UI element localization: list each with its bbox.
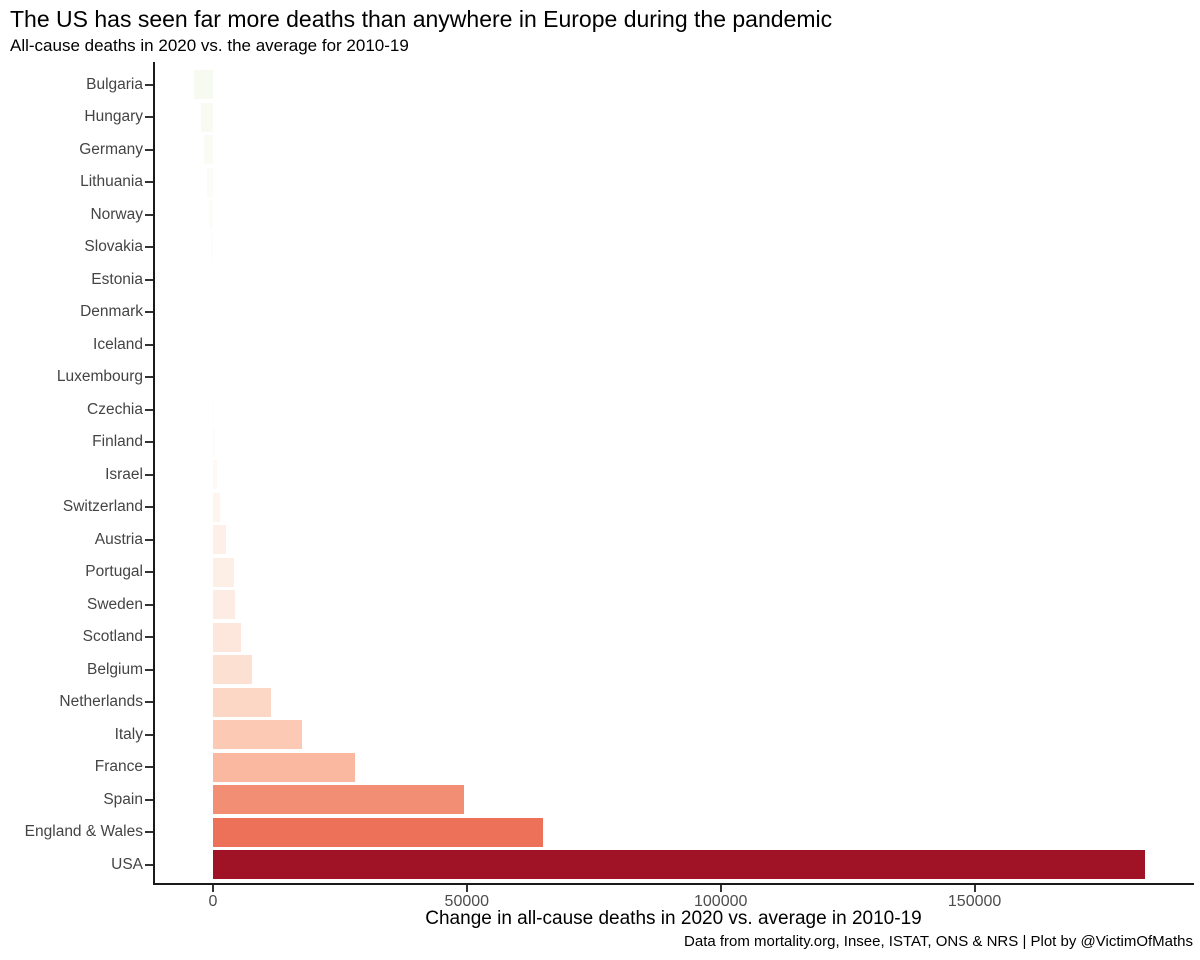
y-tick xyxy=(145,538,153,541)
y-axis-label: Scotland xyxy=(82,628,143,645)
y-axis-label: Switzerland xyxy=(62,498,143,515)
bar-denmark xyxy=(212,297,214,327)
bar-austria xyxy=(212,525,226,554)
y-axis-label: England & Wales xyxy=(24,823,143,840)
x-tick-label: 0 xyxy=(208,893,218,910)
y-tick xyxy=(145,148,153,151)
x-tick-label: 150000 xyxy=(947,893,1002,910)
y-axis-label: France xyxy=(94,758,143,775)
y-axis-label: Norway xyxy=(90,205,143,223)
y-axis-label: Italy xyxy=(114,725,143,743)
y-tick xyxy=(145,376,153,378)
x-tick-label: 50000 xyxy=(444,893,490,910)
bar-belgium xyxy=(212,655,252,684)
y-axis-label: Netherlands xyxy=(59,693,143,710)
x-tick xyxy=(211,885,214,892)
y-axis-label: Austria xyxy=(94,530,143,548)
bar-iceland xyxy=(212,330,214,359)
y-axis-label: Belgium xyxy=(87,660,143,678)
chart-title: The US has seen far more deaths than any… xyxy=(10,6,833,32)
y-tick xyxy=(145,571,153,573)
y-axis-label: Estonia xyxy=(91,270,143,288)
bar-slovakia xyxy=(210,232,213,262)
bar-luxembourg xyxy=(212,362,214,392)
y-tick xyxy=(145,766,153,768)
y-tick xyxy=(145,701,153,703)
chart-subtitle: All-cause deaths in 2020 vs. the average… xyxy=(10,36,409,55)
bar-germany xyxy=(203,135,213,164)
y-tick xyxy=(145,863,153,866)
bar-estonia xyxy=(211,265,213,294)
y-axis-label: Iceland xyxy=(93,335,143,353)
bar-lithuania xyxy=(207,167,213,197)
bar-scotland xyxy=(212,622,241,652)
chart-caption: Data from mortality.org, Insee, ISTAT, O… xyxy=(684,933,1193,950)
y-axis-label: Denmark xyxy=(80,303,143,320)
bar-finland xyxy=(212,427,216,457)
x-axis-title: Change in all-cause deaths in 2020 vs. a… xyxy=(425,908,922,929)
y-axis-label: Sweden xyxy=(86,595,143,613)
y-axis-label: Bulgaria xyxy=(86,75,143,93)
y-tick xyxy=(145,831,153,833)
x-tick xyxy=(719,885,722,892)
y-axis-label: USA xyxy=(111,855,143,873)
y-axis-label: Spain xyxy=(103,790,143,808)
bar-israel xyxy=(212,460,218,489)
y-axis-label: Hungary xyxy=(84,108,143,125)
y-tick xyxy=(145,116,153,118)
x-axis-line xyxy=(153,883,1194,885)
y-axis-line xyxy=(153,62,155,885)
bar-spain xyxy=(212,785,464,814)
y-tick xyxy=(145,278,153,281)
bar-france xyxy=(212,752,355,782)
y-axis-label: Israel xyxy=(105,465,143,483)
y-tick xyxy=(145,246,153,248)
bar-england-wales xyxy=(212,817,543,847)
y-tick xyxy=(145,668,153,671)
bar-czechia xyxy=(212,395,214,424)
y-tick xyxy=(145,441,153,443)
y-axis-label: Finland xyxy=(92,433,143,450)
y-axis-label: Luxembourg xyxy=(56,368,143,385)
x-tick-label: 100000 xyxy=(693,893,748,910)
y-axis-label: Slovakia xyxy=(84,238,143,255)
y-tick xyxy=(145,311,153,313)
y-tick xyxy=(145,798,153,801)
y-tick xyxy=(145,213,153,216)
y-axis-label: Czechia xyxy=(87,400,143,418)
bar-hungary xyxy=(200,102,213,132)
y-tick xyxy=(145,83,153,86)
y-tick xyxy=(145,733,153,736)
y-tick xyxy=(145,181,153,183)
bar-italy xyxy=(212,720,303,749)
x-tick xyxy=(465,885,468,892)
y-tick xyxy=(145,473,153,476)
y-axis-label: Lithuania xyxy=(80,173,143,190)
y-tick xyxy=(145,506,153,508)
y-tick xyxy=(145,636,153,638)
x-tick xyxy=(973,885,976,892)
bar-bulgaria xyxy=(194,70,213,99)
bar-switzerland xyxy=(212,492,220,522)
y-axis-label: Portugal xyxy=(85,563,143,580)
bar-sweden xyxy=(212,590,235,619)
y-axis-label: Germany xyxy=(79,140,143,158)
y-tick xyxy=(145,603,153,606)
bar-netherlands xyxy=(212,687,272,717)
y-tick xyxy=(145,343,153,346)
bar-portugal xyxy=(212,557,235,587)
bar-norway xyxy=(209,200,213,229)
y-tick xyxy=(145,408,153,411)
bar-usa xyxy=(212,850,1145,879)
